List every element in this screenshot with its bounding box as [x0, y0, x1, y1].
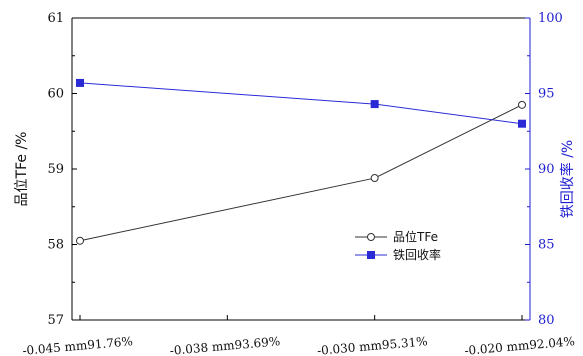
y-left-tick-label: 60	[47, 87, 64, 102]
legend-layer: 品位TFe 铁回收率	[355, 229, 441, 262]
data-point-square	[370, 100, 379, 109]
legend-marker-square	[367, 251, 375, 259]
y-right-tick-label: 85	[538, 238, 555, 253]
series-line	[79, 82, 523, 125]
y-axis-left-title: 品位TFe /%	[14, 132, 30, 207]
legend-label: 品位TFe	[393, 229, 438, 244]
y-right-tick-label: 80	[538, 313, 555, 328]
x-tick-label: -0.045 mm91.76%	[22, 334, 134, 356]
x-tick-label: -0.020 mm92.04%	[464, 334, 576, 356]
y-right-tick-label: 95	[538, 87, 555, 102]
x-tick-label: -0.030 mm95.31%	[317, 334, 429, 356]
y-left-tick-label: 58	[47, 238, 64, 253]
y-left-tick-label: 59	[47, 162, 64, 177]
data-point-circle	[76, 236, 84, 245]
y-right-tick-label: 100	[538, 11, 563, 26]
y-left-tick-label: 57	[47, 313, 64, 328]
axes-layer: 57 58 59 60 61 80 85 90 95 100 -0.045 mm91.76% -0.0…	[14, 11, 576, 356]
y-left-tick-label: 61	[47, 11, 64, 26]
data-point-square	[76, 78, 84, 87]
data-point-square	[518, 119, 526, 128]
legend-marker-circle	[367, 233, 375, 241]
legend-label: 铁回收率	[393, 247, 441, 262]
y-axis-right-title: 铁回收率 /%	[559, 140, 576, 218]
series-line	[79, 104, 523, 242]
series-layer	[76, 78, 526, 245]
data-point-circle	[370, 174, 379, 183]
data-point-circle	[518, 100, 526, 109]
x-tick-label: -0.038 mm93.69%	[169, 334, 281, 356]
y-right-tick-label: 90	[538, 162, 555, 177]
